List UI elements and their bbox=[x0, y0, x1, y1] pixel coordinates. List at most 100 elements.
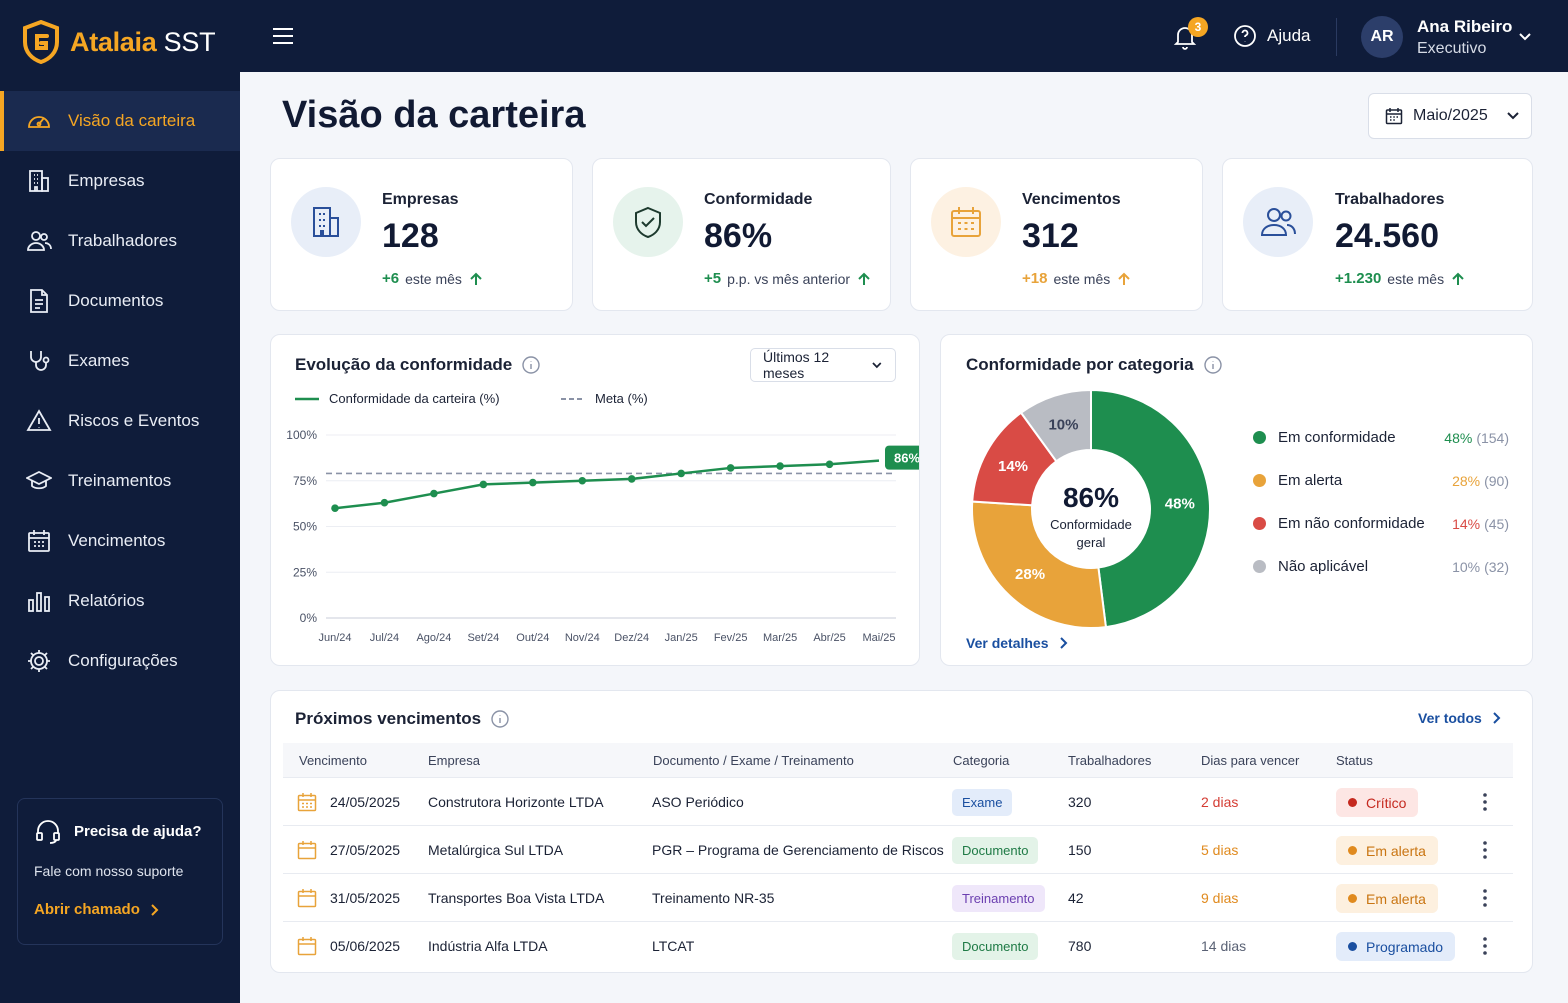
column-header[interactable]: Empresa bbox=[428, 753, 481, 768]
legend-dot bbox=[1253, 560, 1266, 573]
legend-series-label: Conformidade da carteira (%) bbox=[329, 391, 500, 406]
column-header[interactable]: Dias para vencer bbox=[1201, 753, 1300, 768]
info-icon[interactable] bbox=[522, 356, 540, 374]
column-header[interactable]: Documento / Exame / Treinamento bbox=[653, 753, 854, 768]
column-header[interactable]: Status bbox=[1336, 753, 1373, 768]
category-chip: Treinamento bbox=[952, 885, 1045, 912]
see-all-label: Ver todos bbox=[1418, 710, 1482, 726]
info-icon[interactable] bbox=[491, 710, 509, 728]
donut-slice bbox=[971, 500, 1108, 629]
sidebar-item-label: Exames bbox=[68, 351, 130, 370]
info-icon[interactable] bbox=[1203, 356, 1222, 374]
sidebar-item-riscos-e-eventos[interactable]: Riscos e Eventos bbox=[0, 391, 240, 451]
users-icon bbox=[27, 231, 52, 251]
cell-date: 24/05/2025 bbox=[330, 794, 401, 810]
hamburger-menu-icon[interactable] bbox=[272, 27, 294, 45]
legend-count: (32) bbox=[1484, 558, 1509, 575]
view-details-link[interactable]: Ver detalhes bbox=[966, 635, 1068, 651]
sidebar-item-label: Visão da carteira bbox=[68, 111, 196, 130]
kpi-label: Empresas bbox=[382, 191, 459, 208]
kpi-delta-text: este mês bbox=[1387, 270, 1445, 287]
calendar-icon bbox=[297, 793, 317, 812]
sidebar-item-documentos[interactable]: Documentos bbox=[0, 271, 240, 331]
donut-slice bbox=[1090, 388, 1211, 629]
category-title: Conformidade por categoria bbox=[966, 355, 1222, 375]
chevron-down-icon[interactable] bbox=[1518, 30, 1532, 44]
data-point bbox=[677, 469, 685, 478]
data-point bbox=[578, 476, 587, 485]
user-name[interactable]: Ana Ribeiro bbox=[1417, 17, 1513, 36]
warning-icon bbox=[26, 409, 52, 431]
table-row[interactable]: 31/05/2025 Transportes Boa Vista LTDA Tr… bbox=[283, 873, 1513, 921]
period-selector[interactable]: Maio/2025 bbox=[1368, 93, 1532, 139]
legend-label: Em alerta bbox=[1278, 472, 1343, 489]
table-row[interactable]: 05/06/2025 Indústria Alfa LTDA LTCAT Doc… bbox=[283, 921, 1513, 969]
data-point bbox=[726, 464, 735, 472]
kpi-delta-text: p.p. vs mês anterior bbox=[727, 270, 851, 287]
sidebar-item-visao-da-carteira[interactable]: Visão da carteira bbox=[0, 91, 240, 151]
category-panel: Conformidade por categoria 48% 28% 14% 10% 8… bbox=[940, 334, 1533, 666]
table-header: Vencimento Empresa Documento / Exame / T… bbox=[283, 743, 1513, 777]
legend-target: Meta (%) bbox=[561, 391, 648, 406]
x-tick-label: Out/24 bbox=[516, 632, 549, 644]
help-button[interactable]: Ajuda bbox=[1233, 24, 1310, 48]
sidebar-item-exames[interactable]: Exames bbox=[0, 331, 240, 391]
kpi-card-conformidade[interactable]: Conformidade 86% +5 p.p. vs mês anterior bbox=[592, 158, 891, 311]
sidebar-item-treinamentos[interactable]: Treinamentos bbox=[0, 451, 240, 511]
y-tick-label: 75% bbox=[293, 474, 317, 488]
data-point bbox=[380, 498, 389, 507]
help-card: Precisa de ajuda? Fale com nosso suporte… bbox=[17, 798, 223, 945]
legend-percent: 10% bbox=[1452, 558, 1481, 575]
more-options-icon[interactable] bbox=[1475, 935, 1495, 957]
cell-company: Transportes Boa Vista LTDA bbox=[428, 890, 605, 906]
more-options-icon[interactable] bbox=[1475, 839, 1495, 861]
sidebar-item-trabalhadores[interactable]: Trabalhadores bbox=[0, 211, 240, 271]
kpi-delta: +18 este mês bbox=[1022, 270, 1132, 287]
compliance-line bbox=[334, 459, 880, 510]
open-ticket-link[interactable]: Abrir chamado bbox=[34, 901, 206, 918]
sidebar-item-empresas[interactable]: Empresas bbox=[0, 151, 240, 211]
sidebar-item-configuracoes[interactable]: Configurações bbox=[0, 631, 240, 691]
evolution-panel: Evolução da conformidade Últimos 12 mese… bbox=[270, 334, 920, 666]
sidebar-nav: Visão da carteira Empresas Trabalhadores… bbox=[0, 91, 240, 691]
status-dot bbox=[1348, 894, 1357, 903]
cell-company: Metalúrgica Sul LTDA bbox=[428, 842, 564, 858]
gear-icon bbox=[28, 650, 50, 672]
kpi-card-trabalhadores[interactable]: Trabalhadores 24.560 +1.230 este mês bbox=[1222, 158, 1533, 311]
cell-date: 05/06/2025 bbox=[330, 938, 401, 954]
chevron-right-icon bbox=[1059, 637, 1067, 649]
more-options-icon[interactable] bbox=[1475, 887, 1495, 909]
logo-text: Atalaia SST bbox=[70, 26, 216, 57]
data-point bbox=[529, 478, 537, 487]
page-title: Visão da carteira bbox=[282, 94, 586, 136]
range-select[interactable]: Últimos 12 meses bbox=[750, 348, 896, 382]
graduation-cap-icon bbox=[26, 470, 52, 490]
cell-workers: 150 bbox=[1068, 842, 1092, 858]
legend-item: Em não conformidade 14% (45) bbox=[1253, 515, 1509, 532]
x-tick-label: Jan/25 bbox=[665, 632, 698, 644]
avatar[interactable]: AR bbox=[1361, 16, 1403, 58]
column-header[interactable]: Vencimento bbox=[299, 753, 367, 768]
stethoscope-icon bbox=[30, 351, 50, 371]
legend-label: Em não conformidade bbox=[1278, 515, 1425, 532]
more-options-icon[interactable] bbox=[1475, 791, 1495, 813]
column-header[interactable]: Trabalhadores bbox=[1068, 753, 1152, 768]
range-select-value: Últimos 12 meses bbox=[763, 349, 830, 381]
sidebar-item-vencimentos[interactable]: Vencimentos bbox=[0, 511, 240, 571]
calendar-icon bbox=[1385, 108, 1403, 125]
logo[interactable]: Atalaia SST bbox=[22, 20, 216, 64]
kpi-delta-text: este mês bbox=[405, 270, 462, 287]
help-button-label: Ajuda bbox=[1267, 26, 1311, 45]
current-value-label: 86% bbox=[894, 451, 919, 466]
kpi-delta-value: +18 bbox=[1022, 270, 1048, 287]
table-row[interactable]: 24/05/2025 Construtora Horizonte LTDA AS… bbox=[283, 777, 1513, 825]
column-header[interactable]: Categoria bbox=[953, 753, 1010, 768]
kpi-card-empresas[interactable]: Empresas 128 +6 este mês bbox=[270, 158, 573, 311]
legend-target-label: Meta (%) bbox=[595, 391, 648, 406]
legend-dot bbox=[1253, 431, 1266, 444]
see-all-link[interactable]: Ver todos bbox=[1418, 710, 1501, 726]
sidebar-item-label: Documentos bbox=[68, 291, 164, 310]
kpi-card-vencimentos[interactable]: Vencimentos 312 +18 este mês bbox=[910, 158, 1203, 311]
sidebar-item-relatorios[interactable]: Relatórios bbox=[0, 571, 240, 631]
table-row[interactable]: 27/05/2025 Metalúrgica Sul LTDA PGR – Pr… bbox=[283, 825, 1513, 873]
